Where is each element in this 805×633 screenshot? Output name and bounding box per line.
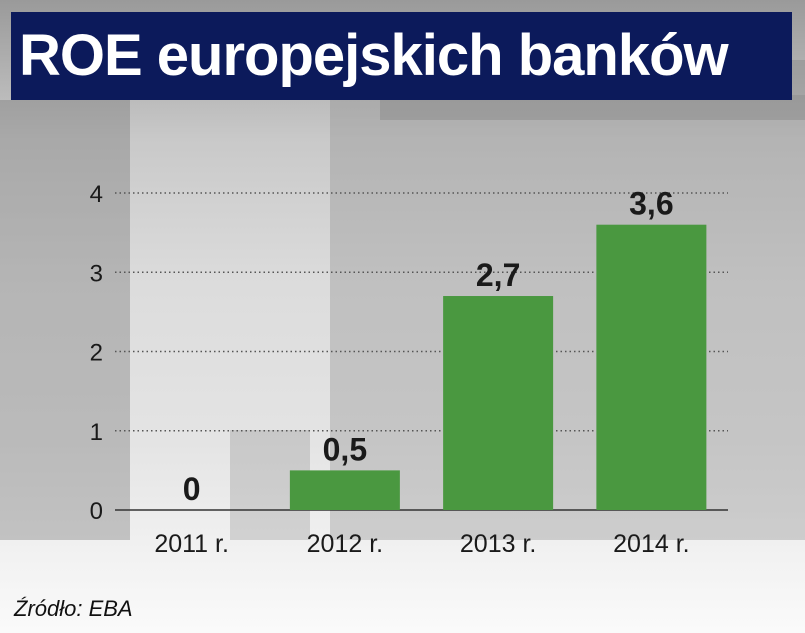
- y-tick-label: 3: [90, 260, 103, 287]
- source-note: Źródło: EBA: [14, 596, 133, 621]
- data-label: 3,6: [629, 186, 673, 222]
- y-tick-label: 2: [90, 340, 103, 367]
- title-bar: ROE europejskich banków: [11, 12, 792, 100]
- data-label: 0: [183, 471, 201, 507]
- bar: [289, 470, 400, 510]
- page-title: ROE europejskich banków: [19, 23, 729, 88]
- grid-lines: [115, 192, 728, 432]
- bar: [596, 224, 707, 510]
- bars: [289, 224, 707, 510]
- y-tick-label: 0: [90, 498, 103, 525]
- x-axis: 2011 r. 2012 r. 2013 r. 2014 r.: [154, 530, 689, 558]
- x-tick-label: 2013 r.: [460, 530, 536, 558]
- x-tick-label: 2011 r.: [154, 530, 229, 558]
- x-tick-label: 2012 r.: [307, 530, 383, 558]
- y-tick-label: 1: [90, 419, 103, 446]
- x-tick-label: 2014 r.: [613, 530, 689, 558]
- bar: [443, 296, 554, 510]
- data-labels: 0 0,5 2,7 3,6: [183, 186, 674, 507]
- data-label: 0,5: [323, 431, 367, 467]
- data-label: 2,7: [476, 257, 520, 293]
- y-tick-label: 4: [90, 181, 103, 208]
